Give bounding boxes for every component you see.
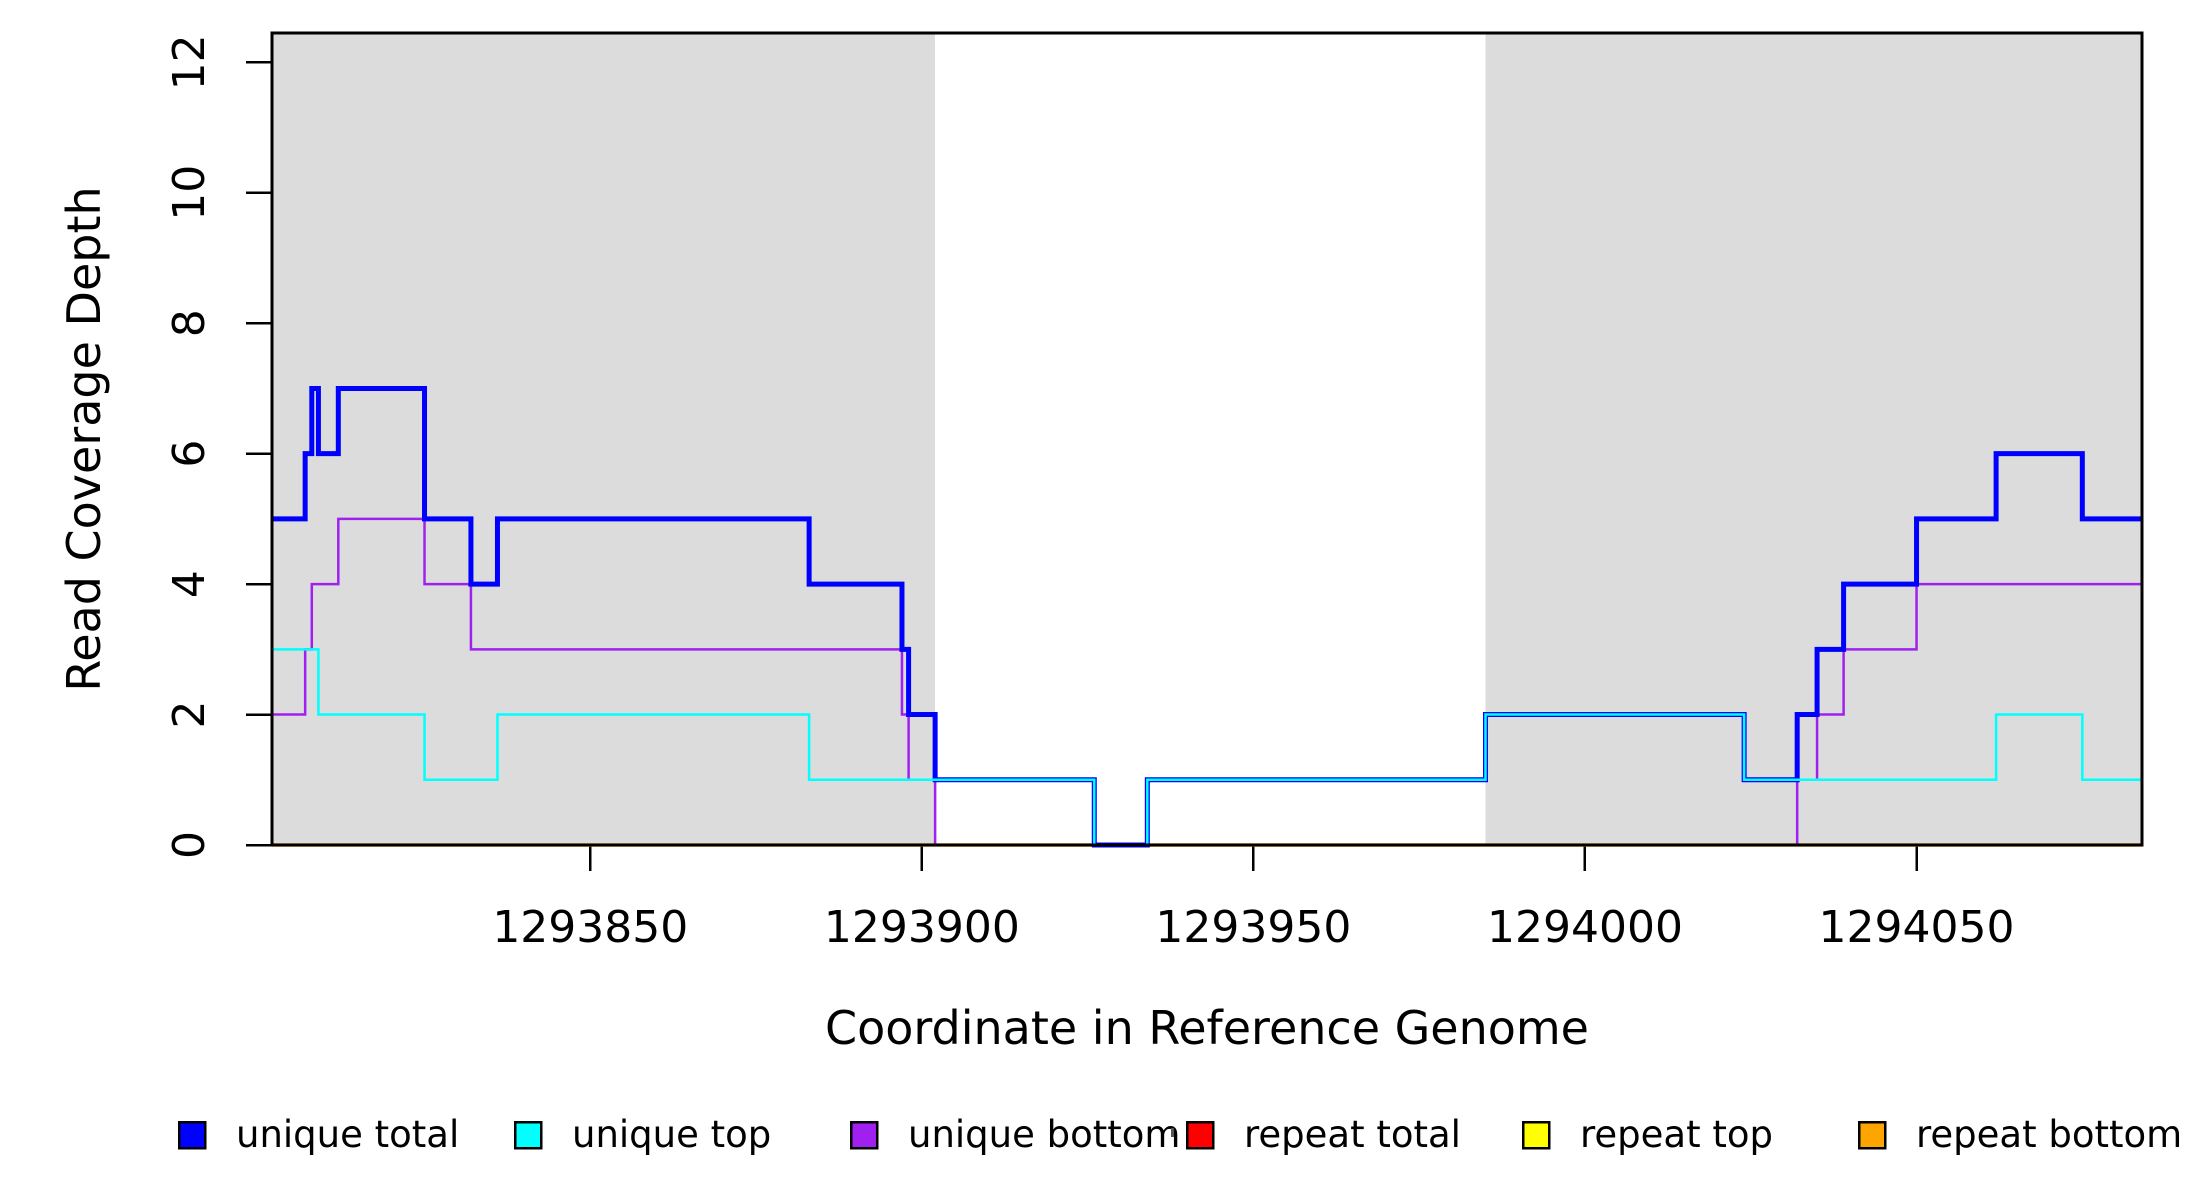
series-unique-total bbox=[272, 385, 2142, 848]
stray-dot bbox=[1171, 1128, 1174, 1137]
y-tick-label: 0 bbox=[164, 831, 215, 859]
x-tick-label: 1293950 bbox=[1155, 902, 1351, 953]
legend-swatch-repeat-top bbox=[1521, 1120, 1551, 1150]
legend-swatch-repeat-bottom bbox=[1857, 1120, 1887, 1150]
legend-swatch-repeat-total bbox=[1185, 1120, 1215, 1150]
y-tick-label: 6 bbox=[164, 440, 215, 468]
legend-label: repeat bottom bbox=[1916, 1113, 2182, 1156]
x-tick-label: 1293850 bbox=[492, 902, 688, 953]
x-tick-label: 1294050 bbox=[1819, 902, 2015, 953]
x-axis-title: Coordinate in Reference Genome bbox=[825, 1001, 1589, 1055]
legend-label: unique bottom bbox=[908, 1113, 1180, 1156]
x-tick-label: 1294000 bbox=[1487, 902, 1683, 953]
legend-swatch-unique-total bbox=[177, 1120, 207, 1150]
y-axis-title: Read Coverage Depth bbox=[57, 186, 111, 691]
plot-box bbox=[270, 31, 2144, 847]
y-tick-label: 12 bbox=[164, 34, 215, 90]
x-tick-label: 1293900 bbox=[824, 902, 1020, 953]
y-tick-label: 2 bbox=[164, 701, 215, 729]
y-tick-label: 10 bbox=[164, 165, 215, 221]
y-tick-label: 4 bbox=[164, 570, 215, 598]
shaded-region-2 bbox=[1485, 33, 2142, 845]
y-tick-label: 8 bbox=[164, 309, 215, 337]
legend-swatch-unique-top bbox=[513, 1120, 543, 1150]
legend-label: unique total bbox=[236, 1113, 459, 1156]
series-unique-bottom bbox=[272, 517, 2142, 847]
legend-label: unique top bbox=[572, 1113, 771, 1156]
legend-swatch-unique-bottom bbox=[849, 1120, 879, 1150]
legend-label: repeat top bbox=[1580, 1113, 1773, 1156]
legend-label: repeat total bbox=[1244, 1113, 1461, 1156]
shaded-region-1 bbox=[272, 33, 936, 845]
